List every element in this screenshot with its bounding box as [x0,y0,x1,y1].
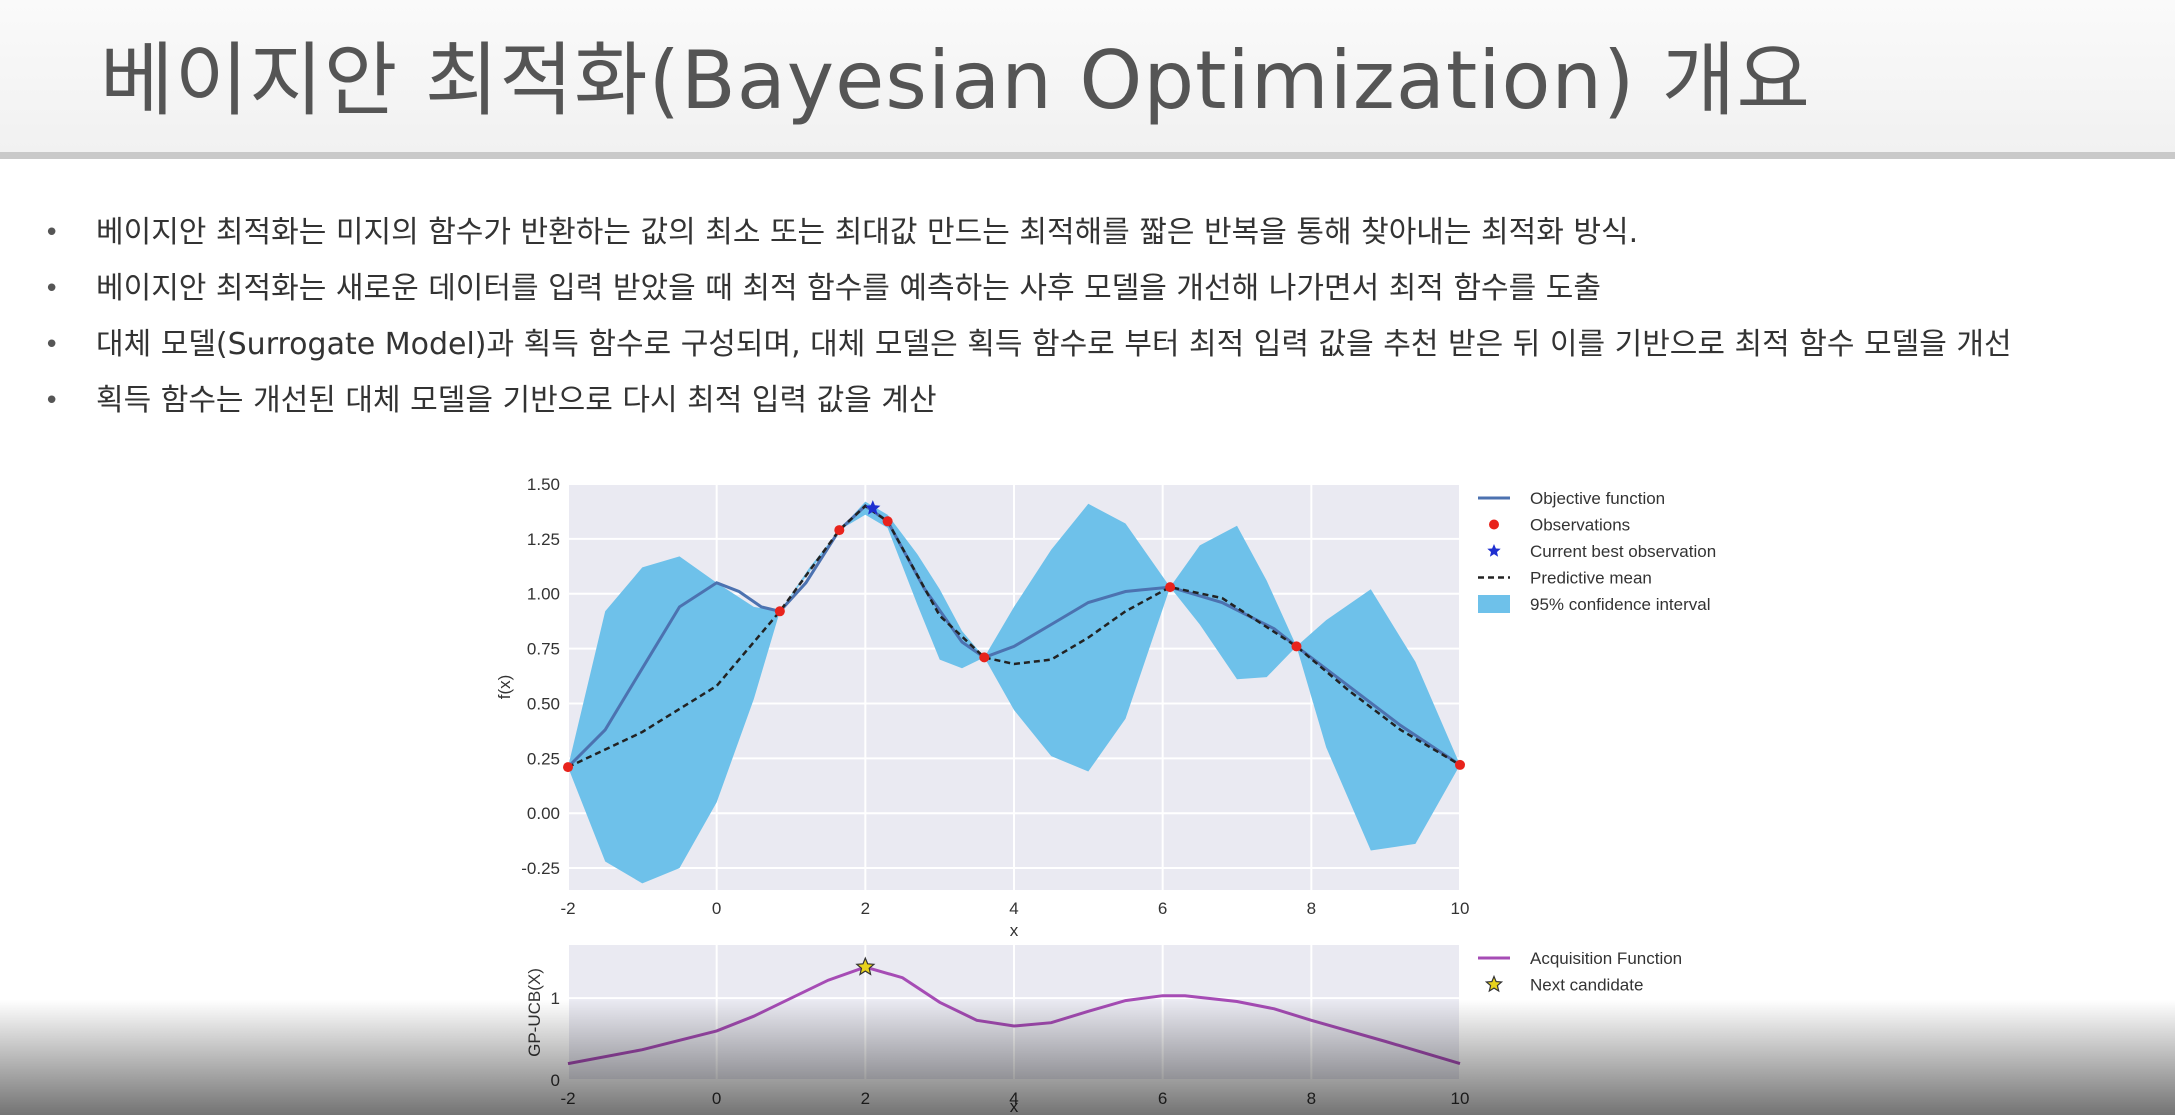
y-tick-label: 0.75 [527,640,560,659]
y-tick-label: 1.00 [527,585,560,604]
observation-point [1455,759,1465,770]
x-tick-label: 0 [712,1089,721,1108]
observation-point [774,606,785,617]
x-tick-label: 4 [1009,899,1018,918]
legend-ci-swatch [1478,595,1510,613]
bullet-text: 베이지안 최적화는 새로운 데이터를 입력 받았을 때 최적 함수를 예측하는 … [96,271,1601,306]
bullet-text: 획득 함수는 개선된 대체 모델을 기반으로 다시 최적 입력 값을 계산 [96,383,937,418]
y-tick-label: 0 [551,1071,560,1090]
x-axis-label: x [1010,1097,1019,1115]
bullet-item: • 베이지안 최적화는 미지의 함수가 반환하는 값의 최소 또는 최대값 만드는… [40,205,2012,261]
legend-label: Acquisition Function [1530,949,1682,968]
observation-point [834,525,845,536]
legend-label: Current best observation [1530,542,1716,561]
bullet-dot-icon: • [44,274,60,304]
bullet-dot-icon: • [44,386,60,416]
observation-point [979,652,990,663]
x-tick-label: 2 [861,1089,870,1108]
x-tick-label: -2 [560,1089,575,1108]
x-tick-label: 6 [1158,1089,1167,1108]
observation-point [1291,641,1302,652]
x-tick-label: -2 [560,899,575,918]
y-tick-label: 1.25 [527,530,560,549]
observation-point [882,516,893,527]
y-axis-label: f(x) [495,675,514,700]
x-tick-label: 10 [1451,1089,1470,1108]
bullet-item: • 대체 모델(Surrogate Model)과 획득 함수로 구성되며, 대체… [40,317,2012,373]
objective-function-line [566,503,1461,769]
y-tick-label: 0.50 [527,694,560,713]
bullet-item: • 베이지안 최적화는 새로운 데이터를 입력 받았을 때 최적 함수를 예측하는… [40,261,2012,317]
y-tick-label: 0.00 [527,804,560,823]
y-tick-label: -0.25 [521,859,560,878]
legend-candidate-swatch [1484,974,1504,993]
legend-label: Observations [1530,516,1630,535]
x-tick-label: 8 [1307,899,1316,918]
y-tick-label: 1.50 [527,475,560,494]
legend-best-swatch [1487,544,1501,557]
current-best-marker [865,500,881,515]
bullet-item: • 획득 함수는 개선된 대체 모델을 기반으로 다시 최적 입력 값을 계산 [40,373,2012,429]
legend-observation-swatch [1489,519,1499,530]
observation-point [563,762,573,773]
y-tick-label: 1 [551,989,560,1008]
x-tick-label: 10 [1451,899,1470,918]
bullet-text: 베이지안 최적화는 미지의 함수가 반환하는 값의 최소 또는 최대값 만드는 … [96,215,1639,250]
next-candidate-marker [855,956,876,976]
y-axis-label: GP-UCB(X) [525,968,544,1057]
legend-label: Objective function [1530,489,1665,508]
y-tick-label: 0.25 [527,749,560,768]
x-tick-label: 8 [1307,1089,1316,1108]
x-axis-label: x [1010,921,1019,940]
observation-point [1165,582,1176,593]
legend-label: 95% confidence interval [1530,595,1711,614]
slide-title: 베이지안 최적화(Bayesian Optimization) 개요 [100,34,1811,127]
x-tick-label: 0 [712,899,721,918]
predictive-mean-line [567,504,1461,769]
title-bar [0,0,2175,152]
title-divider [0,152,2175,159]
x-tick-label: 2 [861,899,870,918]
bullet-text: 대체 모델(Surrogate Model)과 획득 함수로 구성되며, 대체 … [96,327,2012,362]
bullet-dot-icon: • [44,330,60,360]
legend-label: Next candidate [1530,976,1643,995]
bullet-list: • 베이지안 최적화는 미지의 함수가 반환하는 값의 최소 또는 최대값 만드는… [40,205,2012,429]
x-tick-label: 6 [1158,899,1167,918]
bullet-dot-icon: • [44,218,60,248]
confidence-interval-band [568,501,1460,884]
legend-label: Predictive mean [1530,569,1652,588]
